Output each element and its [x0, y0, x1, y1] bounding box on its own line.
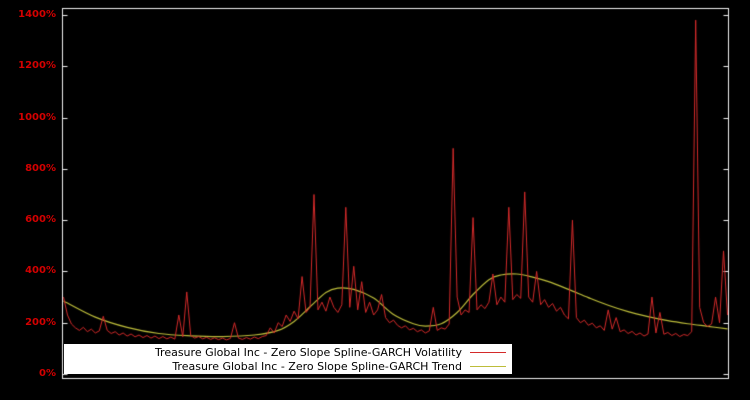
legend-line-sample-volatility: [470, 351, 506, 353]
legend-row-volatility: Treasure Global Inc - Zero Slope Spline-…: [70, 345, 506, 359]
legend-label-volatility: Treasure Global Inc - Zero Slope Spline-…: [154, 345, 462, 359]
y-tick-label: 600%: [25, 214, 56, 226]
y-tick-label: 0%: [39, 368, 56, 379]
y-tick-label: 400%: [25, 265, 56, 277]
y-tick-label: 1000%: [18, 111, 56, 123]
legend-line-sample-trend: [470, 365, 506, 367]
chart-legend: Treasure Global Inc - Zero Slope Spline-…: [64, 344, 512, 374]
y-tick-label: 1400%: [18, 9, 56, 20]
legend-label-trend: Treasure Global Inc - Zero Slope Spline-…: [172, 359, 462, 373]
y-tick-label: 800%: [25, 162, 56, 174]
legend-row-trend: Treasure Global Inc - Zero Slope Spline-…: [70, 359, 506, 373]
y-tick-label: 1200%: [18, 60, 56, 72]
y-tick-label: 200%: [25, 316, 56, 328]
